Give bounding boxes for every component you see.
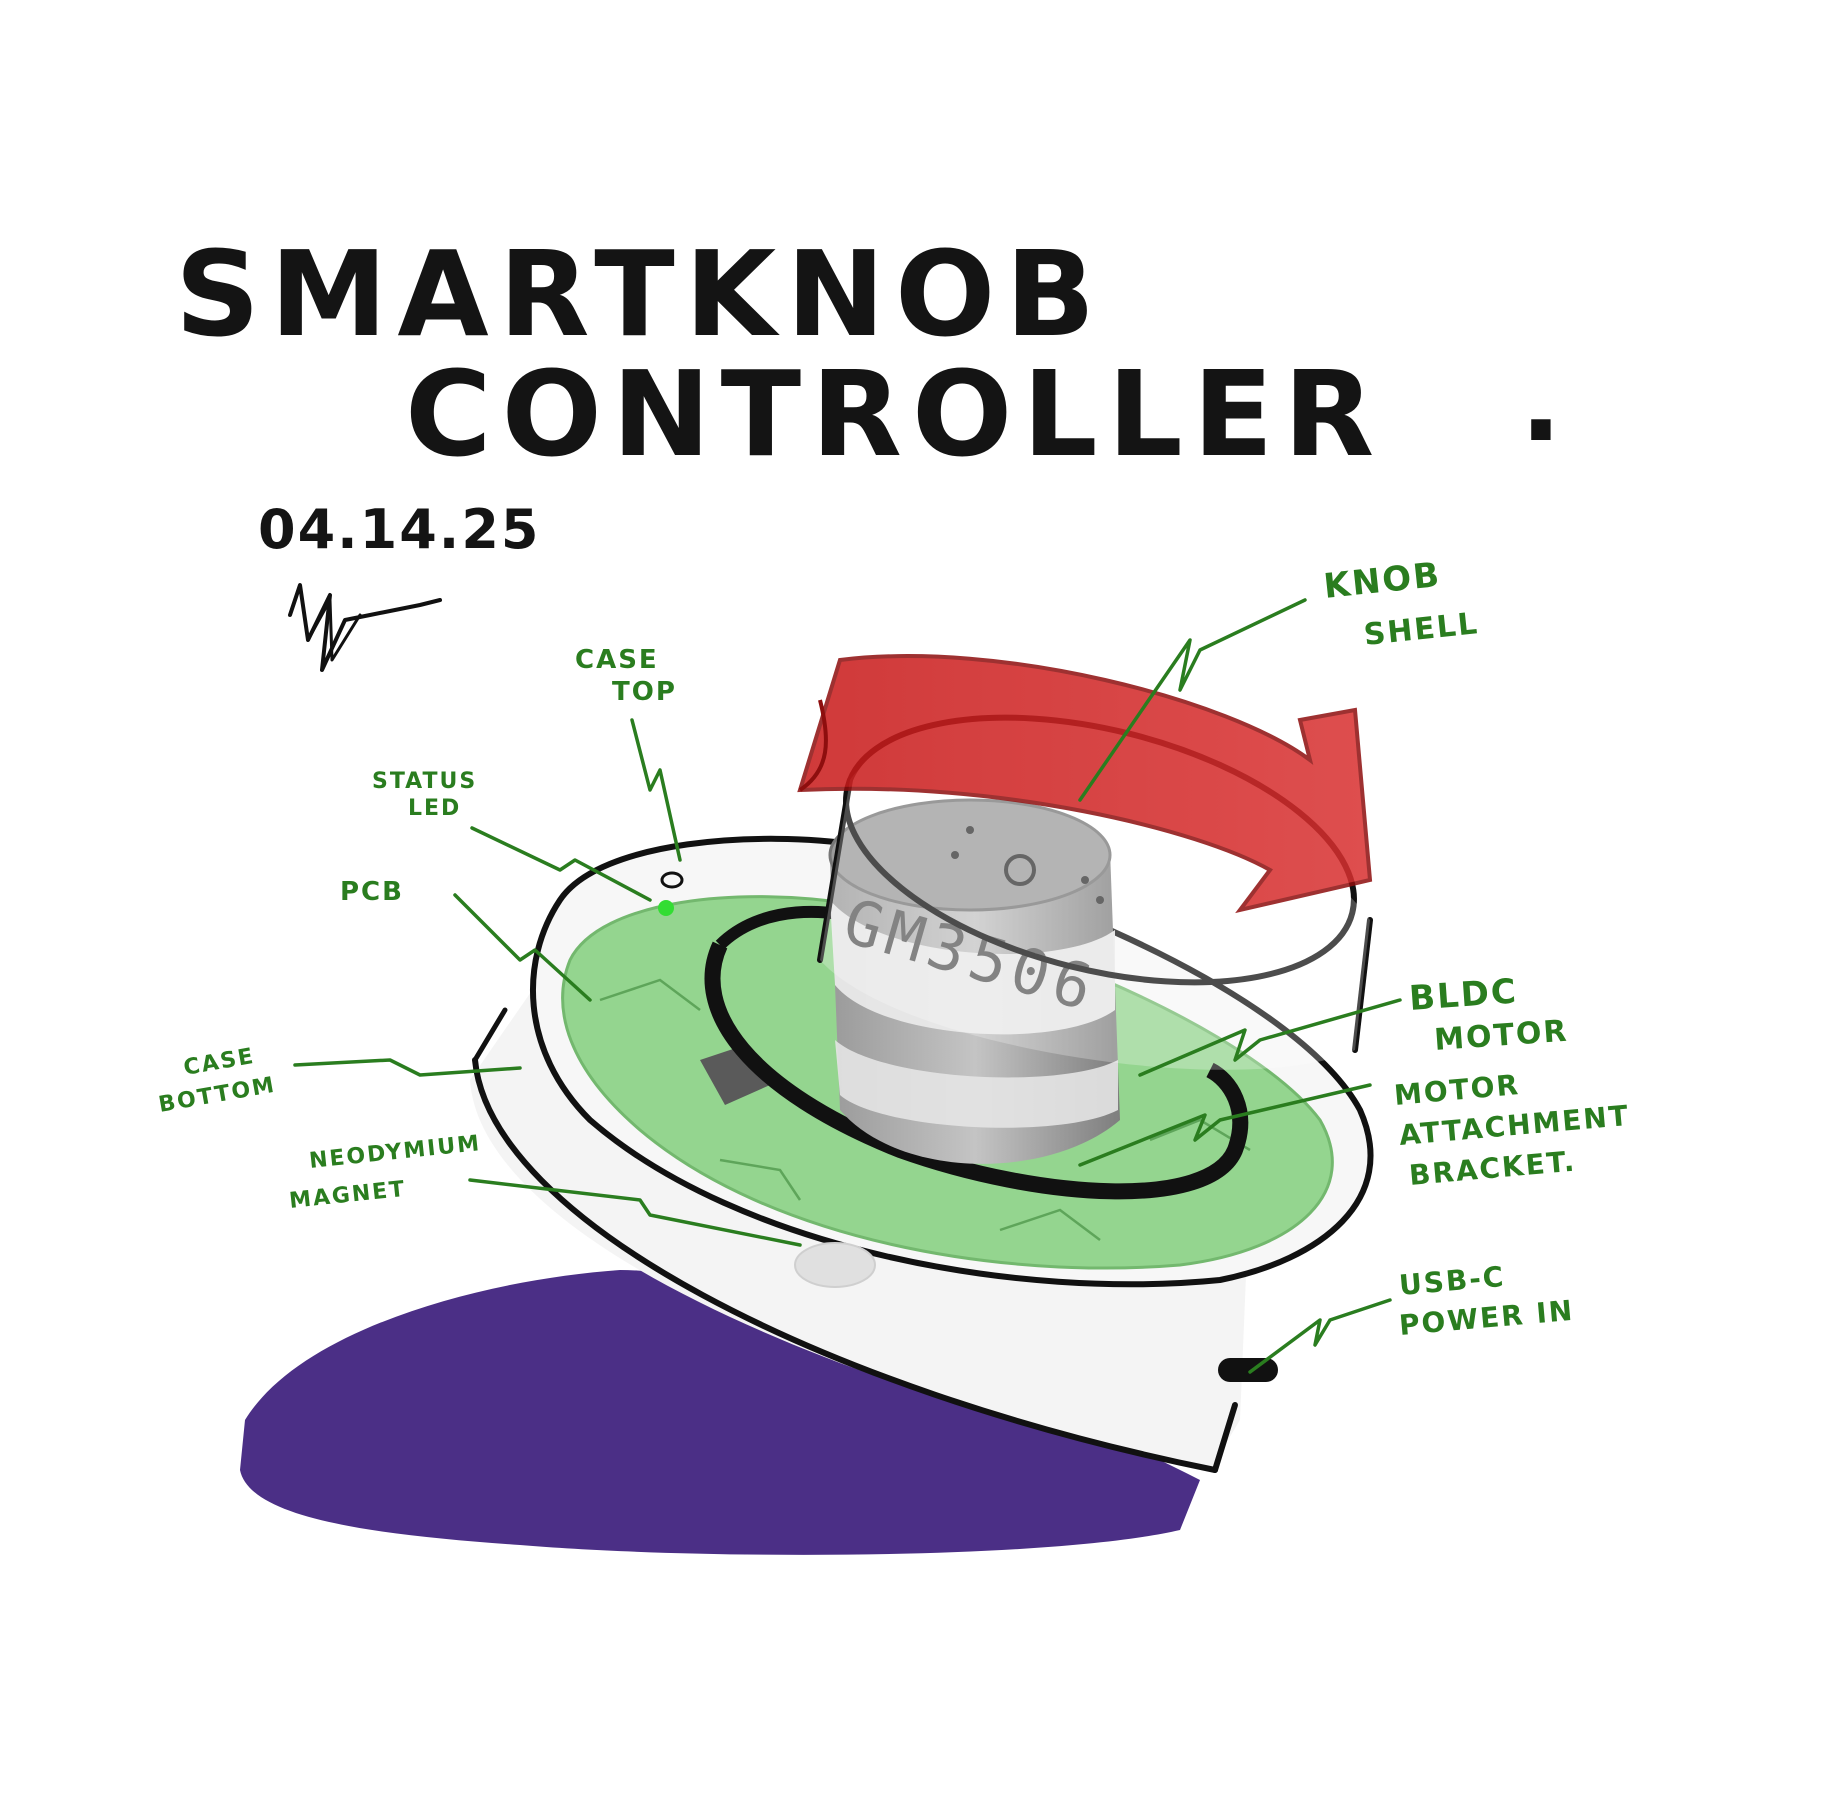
callout-bldc-line1: BLDC — [1408, 971, 1519, 1018]
title-line-1: SMARTKNOB — [175, 225, 1105, 363]
title-line-2: CONTROLLER — [405, 345, 1384, 483]
callout-case-bottom-line2: BOTTOM — [157, 1073, 278, 1118]
callout-knob-shell-line2: SHELL — [1362, 606, 1480, 653]
callout-status-led-line2: LED — [408, 796, 461, 821]
bldc-motor: GM3506 — [828, 798, 1120, 1164]
callout-magnet-line2: MAGNET — [288, 1177, 407, 1214]
led-hole — [660, 871, 684, 889]
rotation-arrow — [797, 654, 1373, 914]
callout-case-top-line1: CASE — [575, 645, 659, 675]
callout-bldc-motor: BLDC MOTOR — [1138, 971, 1570, 1077]
callout-magnet-line1: NEODYMIUM — [308, 1131, 482, 1174]
callout-case-top: CASE TOP — [575, 645, 682, 862]
sketch-date: 04.14.25 — [258, 498, 540, 561]
callout-bracket-line3: BRACKET. — [1408, 1145, 1578, 1192]
neodymium-magnet — [794, 1242, 876, 1288]
callout-bldc-line2: MOTOR — [1433, 1014, 1570, 1058]
signature-mark — [288, 583, 442, 672]
callout-usb-line2: POWER IN — [1398, 1294, 1576, 1342]
callout-pcb-line1: PCB — [340, 877, 404, 907]
usb-c-port — [1218, 1358, 1278, 1382]
title-period: . — [1520, 338, 1572, 466]
callout-bracket-line1: MOTOR — [1393, 1068, 1522, 1112]
callout-case-top-line2: TOP — [612, 677, 677, 707]
callout-usb-c-power-in: USB-C POWER IN — [1248, 1260, 1576, 1374]
callout-pcb: PCB — [340, 877, 592, 1002]
status-led — [658, 900, 674, 916]
callout-case-bottom: CASE BOTTOM — [157, 1044, 522, 1118]
callout-usb-line1: USB-C — [1398, 1260, 1507, 1302]
callout-status-led: STATUS LED — [372, 769, 652, 902]
callout-case-bottom-line1: CASE — [182, 1044, 257, 1081]
callout-knob-shell-line1: KNOB — [1322, 555, 1443, 607]
base-shadow — [240, 1270, 1200, 1555]
callout-status-led-line1: STATUS — [372, 769, 477, 794]
